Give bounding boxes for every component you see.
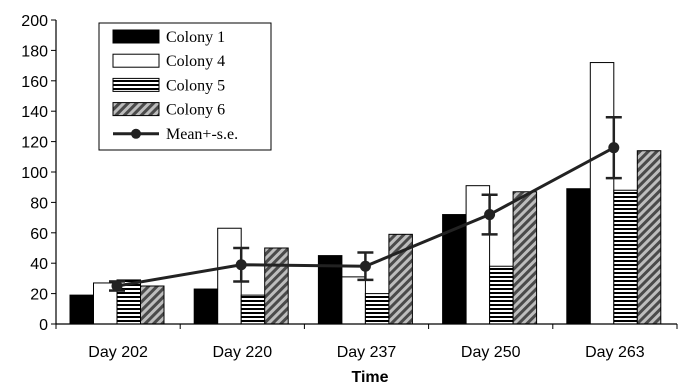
mean-point [608, 142, 620, 154]
y-tick-label: 80 [30, 195, 48, 212]
y-tick-label: 160 [21, 74, 48, 91]
bar-colony-6-0 [140, 285, 165, 325]
mean-point [111, 280, 123, 292]
legend-swatch [112, 77, 160, 92]
bar-colony-4-3 [465, 185, 491, 325]
bar-colony-5-4 [613, 189, 638, 325]
x-axis-title: Time [351, 369, 388, 386]
bar-colony-5-1 [240, 294, 266, 325]
bar-colony-5-3 [489, 265, 514, 325]
bar-colony-1-3 [442, 214, 467, 325]
mean-point [484, 209, 496, 221]
y-tick-label: 120 [21, 135, 48, 152]
bar-colony-5-2 [364, 293, 390, 325]
legend: Colony 1 Colony 4 Colony 5 Colony 6 Mean+-s.… [98, 22, 272, 151]
bar-colony-6-4 [636, 150, 662, 325]
y-tick-label: 100 [21, 165, 48, 182]
mean-point [235, 259, 247, 271]
bar-colony-4-4 [589, 62, 615, 325]
bar-colony-6-1 [264, 247, 289, 325]
bar-colony-1-0 [69, 294, 94, 325]
bar-colony-4-2 [341, 276, 366, 325]
legend-swatch [112, 53, 160, 68]
y-tick-label: 0 [39, 317, 48, 334]
y-tick-label: 20 [30, 287, 48, 304]
y-tick-label: 60 [30, 226, 48, 243]
y-tick-label: 180 [21, 43, 48, 60]
bar-colony-6-3 [512, 191, 538, 325]
legend-line-marker [131, 128, 141, 139]
y-tick-label: 140 [21, 104, 48, 121]
bar-colony-1-4 [566, 188, 591, 325]
legend-label: Mean+-s.e. [166, 126, 238, 143]
legend-label: Colony 5 [166, 77, 225, 94]
legend-label: Colony 4 [166, 53, 225, 70]
y-tick-label: 200 [21, 13, 48, 30]
bar-colony-4-1 [217, 227, 242, 325]
bar-colony-1-1 [193, 288, 219, 325]
x-tick-label: Day 220 [213, 344, 273, 361]
mean-point [359, 260, 371, 272]
legend-label: Colony 1 [166, 29, 225, 46]
legend-swatch [112, 102, 160, 117]
x-tick-label: Day 202 [88, 344, 148, 361]
legend-label: Colony 6 [166, 102, 225, 119]
x-tick-label: Day 250 [461, 344, 521, 361]
legend-swatch [112, 29, 160, 44]
x-tick-label: Day 237 [337, 344, 397, 361]
y-tick-label: 40 [30, 256, 48, 273]
x-tick-label: Day 263 [585, 344, 645, 361]
plot-area: 0 20 40 60 80 100 120 140 160 180 200 Day 202 Day 22… [21, 13, 678, 361]
